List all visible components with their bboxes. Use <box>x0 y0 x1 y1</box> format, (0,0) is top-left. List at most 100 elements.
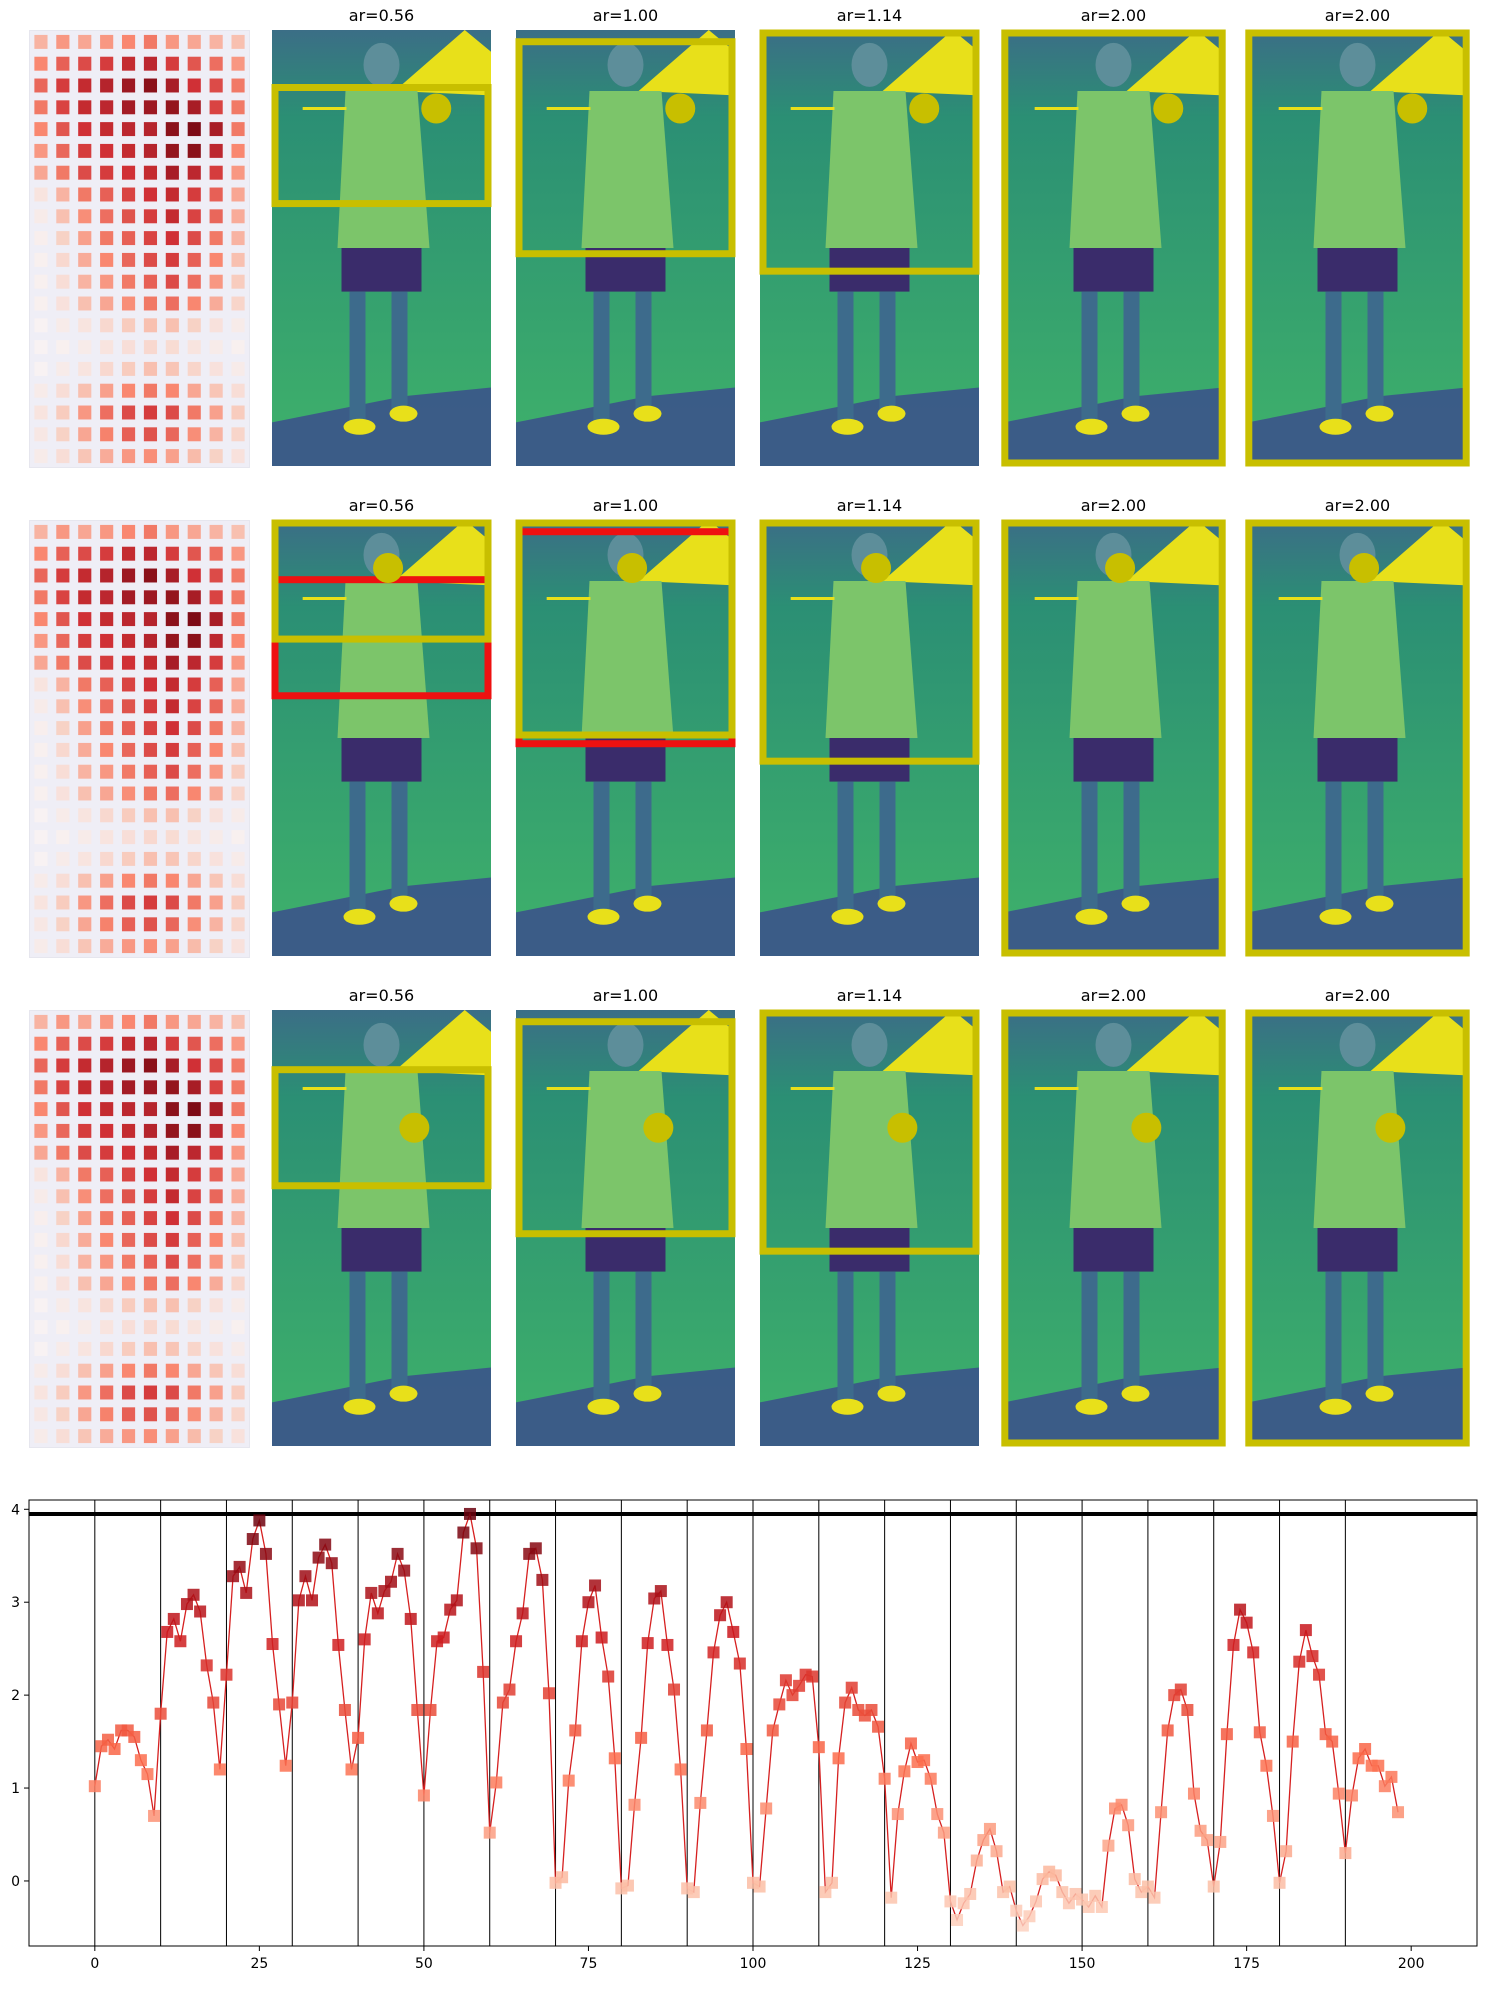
heatmap-cell <box>143 1341 158 1356</box>
person-shorts <box>1073 248 1154 292</box>
heatmap-cell <box>231 427 245 442</box>
person-leg <box>837 1271 854 1403</box>
yellow-bounding-box <box>271 1066 492 1190</box>
heatmap-cell <box>165 340 179 355</box>
heatmap-cell <box>100 100 114 115</box>
heatmap-cell <box>78 1014 92 1029</box>
heatmap-cell <box>231 830 245 845</box>
person-shirt <box>825 91 918 248</box>
heatmap-cell <box>34 1298 48 1313</box>
yellow-bounding-box <box>759 519 980 765</box>
person-leg <box>349 291 366 423</box>
heatmap-cell <box>78 677 92 692</box>
person-leg <box>391 291 408 410</box>
heatmap-cell <box>121 873 136 888</box>
heatmap-cell <box>209 1167 223 1182</box>
shadow-shape <box>1004 387 1223 466</box>
person-shoe <box>633 895 662 912</box>
heatmap-cell <box>187 1254 201 1269</box>
photo-svg <box>759 29 980 466</box>
heatmap-cell <box>100 1189 114 1204</box>
heatmap-cell <box>165 143 179 158</box>
heatmap-cell <box>34 296 48 311</box>
shadow-shape <box>272 387 491 466</box>
person-leg <box>837 291 854 423</box>
heatmap-cell <box>78 252 92 267</box>
heatmap-cell <box>56 830 70 845</box>
yellow-bounding-box <box>759 1009 980 1255</box>
data-point <box>121 1724 134 1737</box>
heatmap-cell <box>34 1341 48 1356</box>
heatmap-cell <box>165 633 179 648</box>
heatmap-cell <box>121 1123 136 1138</box>
heatmap-cell <box>231 1320 245 1335</box>
heatmap-cell <box>231 78 245 93</box>
heatmap-cell <box>143 677 158 692</box>
y-tick-label: 2 <box>11 1688 20 1704</box>
heatmap-cell <box>56 1145 70 1160</box>
heatmap-cell <box>100 1341 114 1356</box>
data-point <box>483 1826 496 1839</box>
heatmap-cell <box>143 1254 158 1269</box>
heatmap-cell <box>231 122 245 137</box>
heatmap-cell <box>143 939 158 954</box>
heatmap-cell <box>231 808 245 823</box>
heatmap-cell <box>78 830 92 845</box>
person-leg <box>349 1271 366 1403</box>
heatmap-cell <box>56 1407 70 1422</box>
image-panel: ar=1.14 <box>759 986 980 1446</box>
heatmap-cell <box>34 1254 48 1269</box>
heatmap-cell <box>56 209 70 224</box>
data-point <box>88 1780 101 1793</box>
heatmap-cell <box>187 1102 201 1117</box>
heatmap-cell <box>100 1429 114 1444</box>
yellow-bounding-box <box>1245 1009 1470 1447</box>
heatmap-cell <box>231 231 245 246</box>
heatmap-cell <box>209 1123 223 1138</box>
heatmap-cell <box>100 655 114 670</box>
heatmap-cell <box>100 122 114 137</box>
heatmap-cell <box>121 546 136 561</box>
person-shorts <box>1317 738 1398 782</box>
data-point <box>286 1696 299 1709</box>
yellow-bounding-box <box>1245 29 1470 467</box>
data-point <box>766 1724 779 1737</box>
heatmap-cell <box>34 340 48 355</box>
heatmap-cell <box>187 873 201 888</box>
person-shoe <box>831 418 864 435</box>
heatmap-cell <box>165 361 179 376</box>
heatmap-cell <box>121 1385 136 1400</box>
heatmap-cell <box>165 612 179 627</box>
image-panel: ar=2.00 <box>1001 986 1226 1447</box>
heatmap-cell <box>34 1363 48 1378</box>
heatmap-cell <box>121 274 136 289</box>
heatmap-cell <box>34 851 48 866</box>
heatmap-cell <box>187 699 201 714</box>
data-point <box>661 1638 674 1651</box>
heatmap-cell <box>121 939 136 954</box>
heatmap-cell <box>100 1407 114 1422</box>
heatmap-cell <box>100 917 114 932</box>
photo-svg <box>271 30 492 466</box>
heatmap-cell <box>100 78 114 93</box>
data-point <box>621 1879 634 1892</box>
photo-svg <box>759 1009 980 1446</box>
data-point <box>457 1526 470 1539</box>
heatmap-cell <box>143 1145 158 1160</box>
heatmap-cell <box>78 1298 92 1313</box>
data-point <box>951 1913 964 1926</box>
person-leg <box>1367 291 1384 410</box>
data-point <box>174 1635 187 1648</box>
heatmap-cell <box>165 1429 179 1444</box>
heatmap-cell <box>231 1211 245 1226</box>
heatmap-cell <box>78 1320 92 1335</box>
heatmap-cell <box>187 449 201 464</box>
heatmap-cell <box>56 1232 70 1247</box>
data-point <box>417 1789 430 1802</box>
data-point <box>1122 1819 1135 1832</box>
heatmap-cell <box>209 1276 223 1291</box>
data-point <box>872 1720 885 1733</box>
data-point <box>983 1822 996 1835</box>
heatmap-cell <box>34 427 48 442</box>
data-point <box>694 1796 707 1809</box>
